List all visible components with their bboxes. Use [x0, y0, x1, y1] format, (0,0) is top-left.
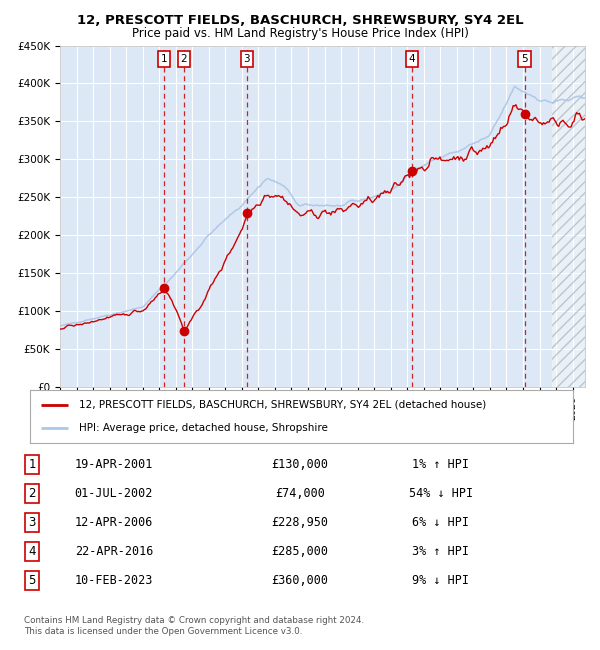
Text: £74,000: £74,000: [275, 487, 325, 500]
Text: 9% ↓ HPI: 9% ↓ HPI: [413, 574, 470, 587]
Text: 3: 3: [28, 516, 36, 529]
Text: 2: 2: [181, 54, 187, 64]
Text: £285,000: £285,000: [271, 545, 329, 558]
Text: This data is licensed under the Open Government Licence v3.0.: This data is licensed under the Open Gov…: [24, 627, 302, 636]
Text: 1: 1: [161, 54, 167, 64]
Text: 12-APR-2006: 12-APR-2006: [74, 516, 153, 529]
Text: HPI: Average price, detached house, Shropshire: HPI: Average price, detached house, Shro…: [79, 423, 328, 434]
Text: 1% ↑ HPI: 1% ↑ HPI: [413, 458, 470, 471]
Text: Contains HM Land Registry data © Crown copyright and database right 2024.: Contains HM Land Registry data © Crown c…: [24, 616, 364, 625]
Text: 5: 5: [28, 574, 36, 587]
Text: 6% ↓ HPI: 6% ↓ HPI: [413, 516, 470, 529]
Text: 12, PRESCOTT FIELDS, BASCHURCH, SHREWSBURY, SY4 2EL (detached house): 12, PRESCOTT FIELDS, BASCHURCH, SHREWSBU…: [79, 400, 486, 410]
Text: 3: 3: [244, 54, 250, 64]
Text: 19-APR-2001: 19-APR-2001: [74, 458, 153, 471]
Text: 54% ↓ HPI: 54% ↓ HPI: [409, 487, 473, 500]
Text: 3% ↑ HPI: 3% ↑ HPI: [413, 545, 470, 558]
Text: 4: 4: [409, 54, 416, 64]
Bar: [552, 46, 585, 387]
Bar: [552, 46, 585, 387]
Text: 01-JUL-2002: 01-JUL-2002: [74, 487, 153, 500]
Text: £228,950: £228,950: [271, 516, 329, 529]
Text: 2: 2: [28, 487, 36, 500]
Text: £130,000: £130,000: [271, 458, 329, 471]
Text: 22-APR-2016: 22-APR-2016: [74, 545, 153, 558]
Text: Price paid vs. HM Land Registry's House Price Index (HPI): Price paid vs. HM Land Registry's House …: [131, 27, 469, 40]
Text: 5: 5: [521, 54, 528, 64]
Text: £360,000: £360,000: [271, 574, 329, 587]
Text: 10-FEB-2023: 10-FEB-2023: [74, 574, 153, 587]
Text: 1: 1: [28, 458, 36, 471]
Text: 12, PRESCOTT FIELDS, BASCHURCH, SHREWSBURY, SY4 2EL: 12, PRESCOTT FIELDS, BASCHURCH, SHREWSBU…: [77, 14, 523, 27]
Text: 4: 4: [28, 545, 36, 558]
